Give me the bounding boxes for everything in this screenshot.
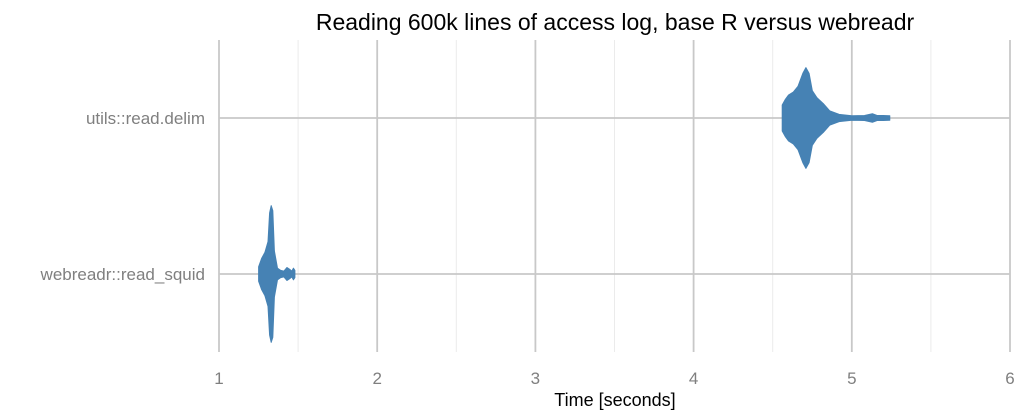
- grid: [218, 40, 1011, 352]
- x-axis-labels: 1 2 3 4 5 6: [214, 369, 1014, 388]
- violin-webreadr-read-squid: [258, 205, 296, 343]
- violins: [258, 67, 891, 343]
- x-tick-label: 4: [689, 369, 698, 388]
- y-tick-label: utils::read.delim: [86, 109, 205, 128]
- chart-title: Reading 600k lines of access log, base R…: [316, 9, 915, 35]
- violin-utils-read-delim: [781, 67, 891, 169]
- y-tick-label: webreadr::read_squid: [40, 265, 205, 284]
- x-tick-label: 3: [531, 369, 540, 388]
- x-tick-label: 5: [847, 369, 856, 388]
- x-tick-label: 2: [372, 369, 381, 388]
- x-tick-label: 6: [1005, 369, 1014, 388]
- x-axis-title: Time [seconds]: [554, 390, 675, 410]
- x-tick-label: 1: [214, 369, 223, 388]
